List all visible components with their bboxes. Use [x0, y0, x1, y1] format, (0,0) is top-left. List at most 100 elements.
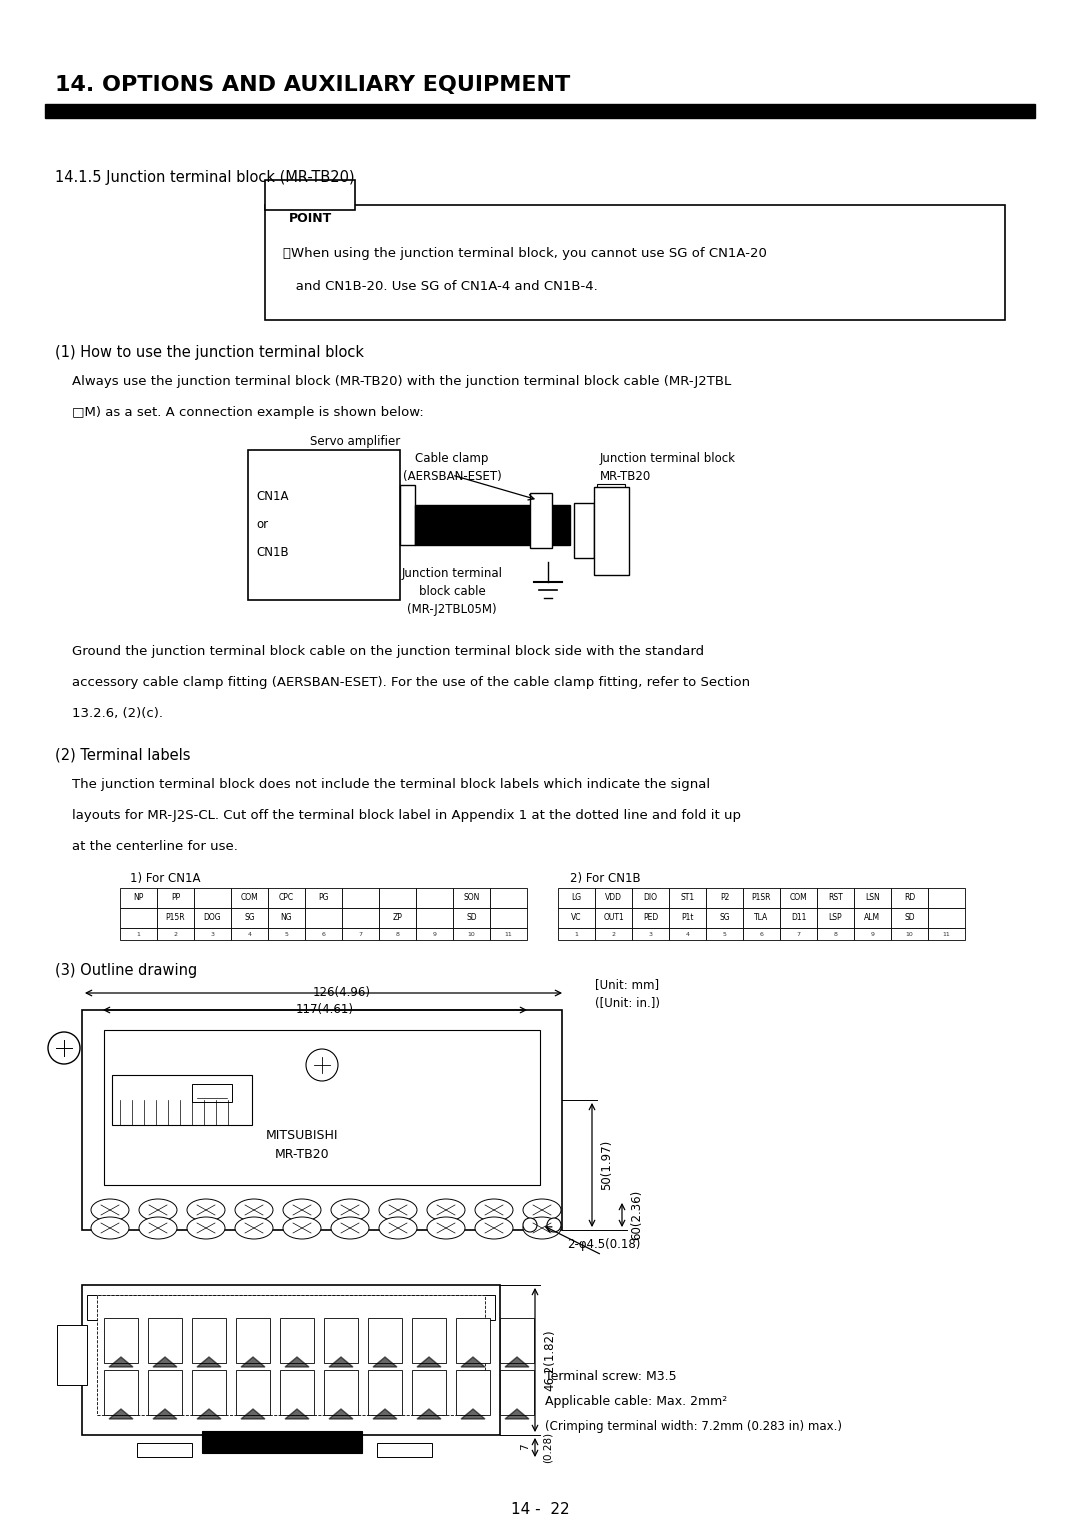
Bar [305, 888, 342, 908]
Ellipse shape [379, 1216, 417, 1239]
Bar [265, 205, 1005, 319]
Bar [816, 908, 854, 927]
Polygon shape [285, 1357, 309, 1368]
Bar [594, 487, 629, 575]
Text: Terminal screw: M3.5: Terminal screw: M3.5 [545, 1371, 677, 1383]
Text: PED: PED [643, 914, 658, 923]
Text: NG: NG [281, 914, 293, 923]
Bar [632, 908, 669, 927]
Text: 117(4.61): 117(4.61) [296, 1002, 354, 1016]
Bar [120, 908, 157, 927]
Text: block cable: block cable [419, 585, 485, 597]
Circle shape [523, 1218, 537, 1232]
Text: 4: 4 [247, 932, 252, 937]
Bar [595, 888, 632, 908]
Polygon shape [197, 1409, 221, 1420]
Bar [112, 1076, 252, 1125]
Text: 13.2.6, (2)(c).: 13.2.6, (2)(c). [55, 707, 163, 720]
Bar [248, 451, 400, 601]
Text: 14 -  22: 14 - 22 [511, 1502, 569, 1517]
Ellipse shape [523, 1216, 561, 1239]
Bar [456, 1371, 490, 1415]
Text: 5: 5 [723, 932, 727, 937]
Text: Cable clamp: Cable clamp [416, 452, 488, 465]
Text: layouts for MR-J2S-CL. Cut off the terminal block label in Appendix 1 at the dot: layouts for MR-J2S-CL. Cut off the termi… [55, 808, 741, 822]
Text: 2: 2 [611, 932, 616, 937]
Text: PP: PP [171, 894, 180, 903]
Bar [854, 927, 891, 940]
Bar [104, 1371, 138, 1415]
Polygon shape [241, 1357, 265, 1368]
Text: Ground the junction terminal block cable on the junction terminal block side wit: Ground the junction terminal block cable… [55, 645, 704, 659]
Bar [558, 908, 595, 927]
Bar [137, 1442, 192, 1458]
Text: CN1B: CN1B [256, 545, 288, 559]
Bar [669, 927, 706, 940]
Text: LSP: LSP [828, 914, 842, 923]
Bar [597, 526, 625, 536]
Bar [237, 1319, 270, 1363]
Text: P1t: P1t [681, 914, 693, 923]
Text: CN1A: CN1A [256, 490, 288, 503]
Text: DIO: DIO [644, 894, 658, 903]
Text: 11: 11 [504, 932, 512, 937]
Bar [453, 888, 490, 908]
Bar [324, 1371, 357, 1415]
Text: Junction terminal block: Junction terminal block [600, 452, 735, 465]
Text: (3) Outline drawing: (3) Outline drawing [55, 963, 198, 978]
Text: 1: 1 [136, 932, 140, 937]
Text: 9: 9 [432, 932, 436, 937]
Text: accessory cable clamp fitting (AERSBAN-ESET). For the use of the cable clamp fit: accessory cable clamp fitting (AERSBAN-E… [55, 675, 751, 689]
Text: SON: SON [463, 894, 480, 903]
Text: (1) How to use the junction terminal block: (1) How to use the junction terminal blo… [55, 345, 364, 361]
Polygon shape [461, 1357, 485, 1368]
Bar [324, 1319, 357, 1363]
Ellipse shape [330, 1216, 369, 1239]
Text: 6: 6 [759, 932, 764, 937]
Bar [706, 908, 743, 927]
Ellipse shape [475, 1216, 513, 1239]
Text: at the centerline for use.: at the centerline for use. [55, 840, 238, 853]
Bar [377, 1442, 432, 1458]
Bar [104, 1319, 138, 1363]
Text: 9: 9 [870, 932, 875, 937]
Text: LSN: LSN [865, 894, 880, 903]
Text: SD: SD [467, 914, 476, 923]
Text: LG: LG [571, 894, 581, 903]
Text: 4: 4 [686, 932, 689, 937]
Text: 2: 2 [174, 932, 177, 937]
Bar [490, 888, 527, 908]
Bar [342, 927, 379, 940]
Bar [780, 927, 816, 940]
Text: Applicable cable: Max. 2mm²: Applicable cable: Max. 2mm² [545, 1395, 727, 1407]
Bar [743, 908, 780, 927]
Text: 14. OPTIONS AND AUXILIARY EQUIPMENT: 14. OPTIONS AND AUXILIARY EQUIPMENT [55, 75, 570, 95]
Bar [928, 888, 966, 908]
Bar [416, 927, 453, 940]
Bar [268, 927, 305, 940]
Polygon shape [241, 1409, 265, 1420]
Bar [82, 1285, 500, 1435]
Ellipse shape [379, 1199, 417, 1221]
Text: 8: 8 [834, 932, 837, 937]
Text: Junction terminal: Junction terminal [402, 567, 502, 581]
Bar [194, 908, 231, 927]
Bar [597, 539, 625, 552]
Text: P2: P2 [719, 894, 729, 903]
Text: 8: 8 [395, 932, 400, 937]
Bar [342, 908, 379, 927]
Text: ALM: ALM [864, 914, 880, 923]
Polygon shape [197, 1357, 221, 1368]
Ellipse shape [91, 1216, 129, 1239]
Text: CPC: CPC [279, 894, 294, 903]
Polygon shape [373, 1357, 397, 1368]
Bar [97, 1296, 485, 1415]
Text: VDD: VDD [605, 894, 622, 903]
Bar [120, 927, 157, 940]
Text: 7: 7 [797, 932, 800, 937]
Polygon shape [329, 1409, 353, 1420]
Bar [82, 1010, 562, 1230]
Text: (Crimping terminal width: 7.2mm (0.283 in) max.): (Crimping terminal width: 7.2mm (0.283 i… [545, 1420, 842, 1433]
Bar [379, 888, 416, 908]
Bar [891, 927, 928, 940]
